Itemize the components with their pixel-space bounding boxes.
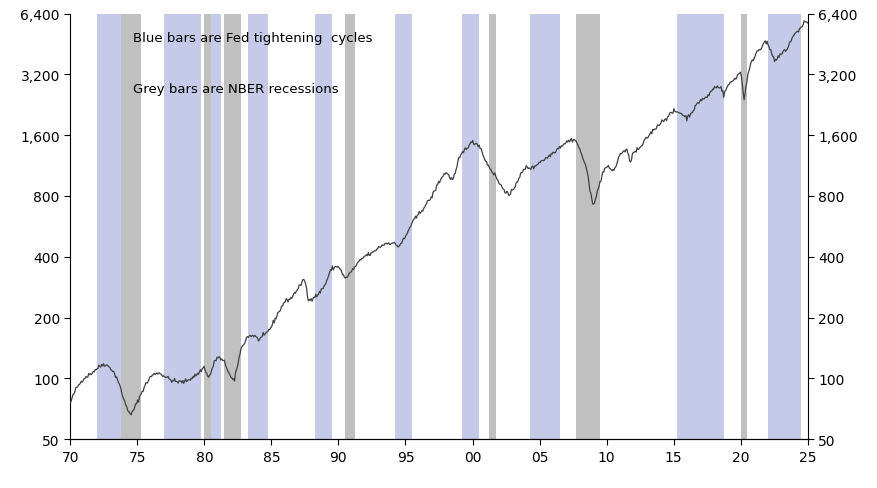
Bar xyxy=(247,15,267,439)
Bar xyxy=(225,15,241,439)
Bar xyxy=(529,15,559,439)
Bar xyxy=(395,15,411,439)
Bar xyxy=(740,15,746,439)
Bar xyxy=(97,15,127,439)
Bar xyxy=(676,15,724,439)
Text: Blue bars are Fed tightening  cycles: Blue bars are Fed tightening cycles xyxy=(132,32,372,44)
Bar xyxy=(462,15,479,439)
Bar xyxy=(766,15,800,439)
Bar xyxy=(210,15,221,439)
Bar xyxy=(315,15,332,439)
Bar xyxy=(120,15,140,439)
Bar xyxy=(164,15,201,439)
Bar xyxy=(345,15,355,439)
Bar xyxy=(488,15,496,439)
Bar xyxy=(204,15,210,439)
Bar xyxy=(576,15,599,439)
Text: Grey bars are NBER recessions: Grey bars are NBER recessions xyxy=(132,82,339,96)
